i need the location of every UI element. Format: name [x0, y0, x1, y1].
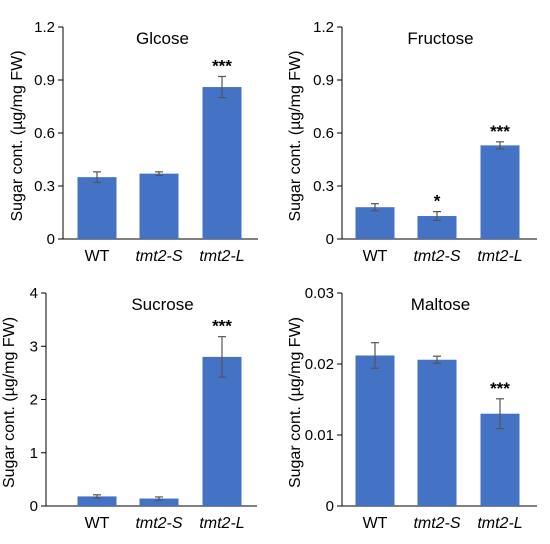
- y-tick-label: 0.9: [313, 72, 334, 89]
- y-tick-label: 0: [326, 498, 334, 515]
- y-tick-label: 0.6: [34, 125, 55, 142]
- chart-panel-1: 0 0.3 0.6 0.9 1.2 Sugar cont. (µg/mg FW) Glcos…: [9, 19, 258, 265]
- y-axis-label: Sugar cont. (µg/mg FW): [287, 317, 304, 488]
- bar-tmt2-S: [417, 216, 457, 239]
- bar-tmt2-L: [202, 356, 242, 506]
- x-tick-label: tmt2-S: [413, 515, 460, 532]
- y-tick-label: 0.6: [313, 125, 334, 142]
- x-tick-label: tmt2-S: [135, 515, 182, 532]
- y-tick-label: 0.02: [305, 356, 334, 373]
- bar-WT: [77, 496, 117, 506]
- y-tick-label: 0.9: [34, 72, 55, 89]
- x-tick-label: tmt2-L: [477, 515, 522, 532]
- x-tick-label: tmt2-S: [413, 248, 460, 265]
- bar-WT: [77, 177, 117, 239]
- x-tick-label: tmt2-L: [199, 248, 244, 265]
- significance-mark: *: [434, 192, 441, 211]
- bar-tmt2-S: [139, 498, 179, 506]
- y-tick-label: 0.3: [34, 178, 55, 195]
- bar-WT: [355, 355, 395, 506]
- bar-tmt2-L: [202, 87, 242, 239]
- y-tick-label: 0: [47, 231, 55, 248]
- y-tick-label: 0.03: [305, 285, 334, 302]
- y-tick-label: 0: [30, 498, 38, 515]
- x-tick-label: WT: [85, 515, 110, 532]
- x-tick-label: WT: [363, 515, 388, 532]
- y-tick-label: 4: [30, 285, 38, 302]
- significance-mark: ***: [212, 56, 232, 75]
- chart-panel-2: 0 0.3 0.6 0.9 1.2 Sugar cont. (µg/mg FW) Fruct…: [287, 19, 537, 265]
- x-tick-label: tmt2-S: [135, 248, 182, 265]
- y-tick-label: 0: [326, 231, 334, 248]
- y-axis-label: Sugar cont. (µg/mg FW): [287, 50, 304, 221]
- x-tick-label: WT: [85, 248, 110, 265]
- bar-tmt2-S: [417, 359, 457, 506]
- chart-title: Sucrose: [131, 295, 193, 314]
- y-tick-label: 1: [30, 445, 38, 462]
- bar-WT: [355, 207, 395, 239]
- y-tick-label: 2: [30, 392, 38, 409]
- x-tick-label: WT: [363, 248, 388, 265]
- significance-mark: ***: [490, 379, 510, 398]
- chart-panel-3: 0 1 2 3 4 Sugar cont. (µg/mg FW) Sucrose WT tmt2…: [1, 285, 257, 532]
- significance-mark: ***: [490, 122, 510, 141]
- significance-mark: ***: [212, 317, 232, 336]
- y-axis-label: Sugar cont. (µg/mg FW): [9, 50, 26, 221]
- y-tick-label: 0.3: [313, 178, 334, 195]
- y-tick-label: 1.2: [313, 19, 334, 36]
- y-tick-label: 0.01: [305, 427, 334, 444]
- chart-title: Glcose: [136, 29, 189, 48]
- y-tick-label: 1.2: [34, 19, 55, 36]
- bar-tmt2-L: [480, 145, 520, 239]
- x-tick-label: tmt2-L: [477, 248, 522, 265]
- bar-tmt2-S: [139, 173, 179, 239]
- chart-title: Fructose: [407, 29, 473, 48]
- chart-title: Maltose: [411, 295, 471, 314]
- y-axis-label: Sugar cont. (µg/mg FW): [1, 317, 18, 488]
- x-tick-label: tmt2-L: [199, 515, 244, 532]
- y-tick-label: 3: [30, 338, 38, 355]
